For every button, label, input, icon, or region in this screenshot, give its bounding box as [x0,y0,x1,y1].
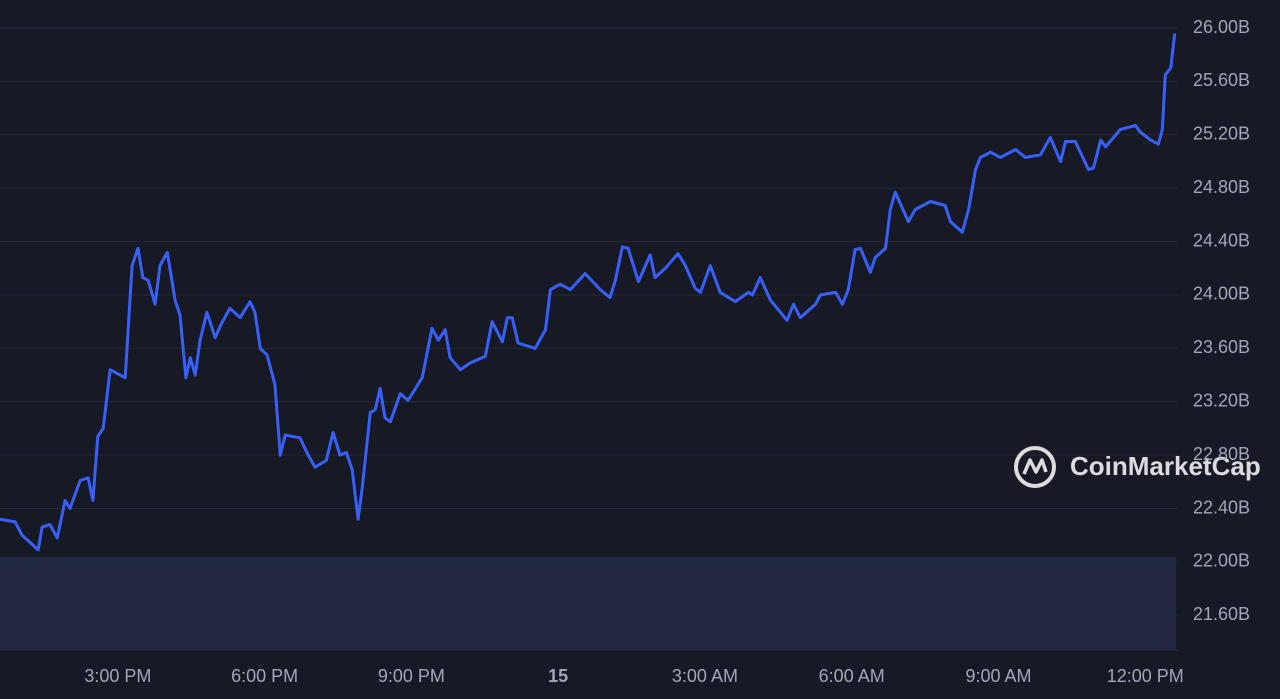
x-tick-label: 15 [548,666,568,686]
y-tick-label: 23.60B [1193,337,1250,357]
watermark-logo-mark [1022,458,1048,475]
y-tick-label: 22.80B [1193,444,1250,464]
x-tick-label: 3:00 AM [672,666,738,686]
y-tick-label: 23.20B [1193,390,1250,410]
x-tick-label: 6:00 AM [819,666,885,686]
volume-area [0,557,1176,650]
watermark: CoinMarketCap [1014,446,1261,488]
price-line [0,33,1177,552]
watermark-logo [1014,446,1056,488]
y-tick-label: 24.00B [1193,284,1250,304]
y-tick-label: 24.40B [1193,230,1250,250]
x-tick-label: 12:00 PM [1107,666,1184,686]
y-tick-label: 25.20B [1193,124,1250,144]
y-tick-label: 26.00B [1193,17,1250,37]
x-tick-label: 3:00 PM [84,666,151,686]
volume-band [0,557,1176,650]
x-tick-label: 9:00 PM [378,666,445,686]
watermark-text: CoinMarketCap [1070,451,1261,481]
x-tick-label: 6:00 PM [231,666,298,686]
y-tick-label: 25.60B [1193,70,1250,90]
y-tick-label: 24.80B [1193,177,1250,197]
y-tick-label: 22.00B [1193,551,1250,571]
y-tick-label: 22.40B [1193,497,1250,517]
y-tick-label: 21.60B [1193,604,1250,624]
x-tick-label: 9:00 AM [965,666,1031,686]
